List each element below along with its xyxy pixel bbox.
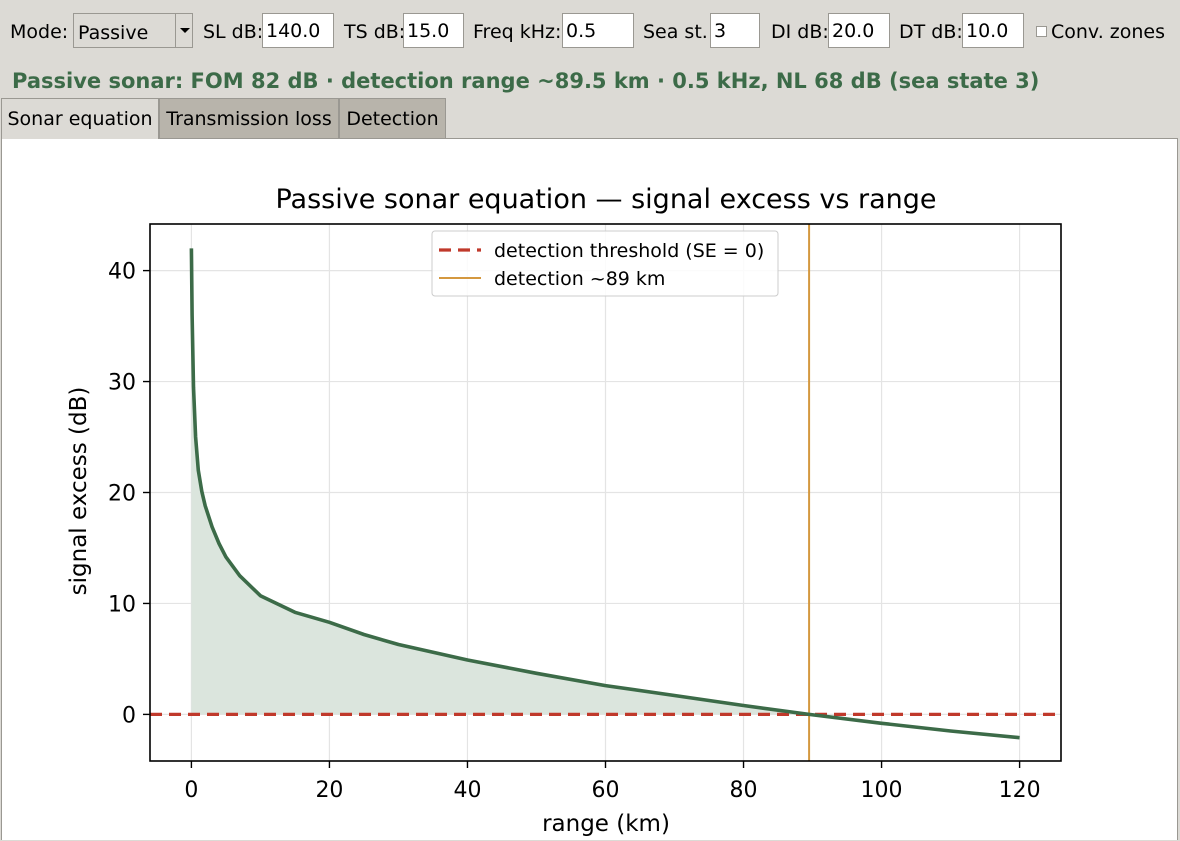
freq-input[interactable] <box>562 13 634 48</box>
signal-excess-chart: Passive sonar equation — signal excess v… <box>66 184 1062 837</box>
mode-combobox[interactable]: Passive <box>73 13 193 48</box>
x-axis-ticks: 0 20 40 60 80 100 120 <box>184 761 1041 803</box>
chart-panel: Passive sonar equation — signal excess v… <box>1 138 1178 840</box>
y-tick-label: 0 <box>122 703 136 728</box>
di-label: DI dB: <box>771 21 829 43</box>
chart-title: Passive sonar equation — signal excess v… <box>275 184 936 215</box>
x-tick-label: 120 <box>999 778 1041 803</box>
tab-detection[interactable]: Detection <box>339 98 446 138</box>
x-tick-label: 0 <box>184 778 198 803</box>
x-tick-label: 60 <box>592 778 620 803</box>
x-tick-label: 80 <box>730 778 758 803</box>
legend: detection threshold (SE = 0) detection ~… <box>431 230 779 297</box>
mode-value: Passive <box>78 22 149 44</box>
y-axis-ticks: 0 10 20 30 40 <box>108 260 150 728</box>
di-input[interactable] <box>828 13 890 48</box>
conv-zones-label[interactable]: Conv. zones <box>1051 21 1166 43</box>
x-axis-label: range (km) <box>542 811 670 837</box>
toolbar: Mode: Passive SL dB: TS dB: Freq kHz: Se… <box>0 0 1180 62</box>
x-tick-label: 100 <box>861 778 903 803</box>
y-tick-label: 40 <box>108 260 136 285</box>
sea-state-label: Sea st.: <box>643 21 715 43</box>
y-tick-label: 20 <box>108 482 136 507</box>
status-summary: Passive sonar: FOM 82 dB · detection ran… <box>12 69 1040 93</box>
ts-input[interactable] <box>403 13 464 48</box>
legend-threshold-label: detection threshold (SE = 0) <box>494 240 764 262</box>
tab-sonar-equation[interactable]: Sonar equation <box>1 98 159 139</box>
x-tick-label: 20 <box>315 778 343 803</box>
mode-label: Mode: <box>10 21 69 43</box>
y-tick-label: 10 <box>108 592 136 617</box>
dt-input[interactable] <box>962 13 1024 48</box>
x-tick-label: 40 <box>453 778 481 803</box>
y-tick-label: 30 <box>108 371 136 396</box>
sl-label: SL dB: <box>203 21 264 43</box>
chevron-down-icon[interactable] <box>175 14 192 47</box>
dt-label: DT dB: <box>899 21 963 43</box>
legend-box <box>431 230 779 297</box>
grid <box>150 224 1061 761</box>
sl-input[interactable] <box>262 13 334 48</box>
ts-label: TS dB: <box>344 21 406 43</box>
y-axis-label: signal excess (dB) <box>66 387 92 596</box>
legend-detection-label: detection ~89 km <box>494 268 665 290</box>
tab-transmission-loss[interactable]: Transmission loss <box>159 98 339 138</box>
signal-excess-fill <box>191 248 810 715</box>
conv-zones-checkbox[interactable] <box>1036 26 1047 37</box>
sea-state-input[interactable] <box>710 13 760 48</box>
freq-label: Freq kHz: <box>473 21 562 43</box>
signal-excess-curve <box>189 248 1020 740</box>
